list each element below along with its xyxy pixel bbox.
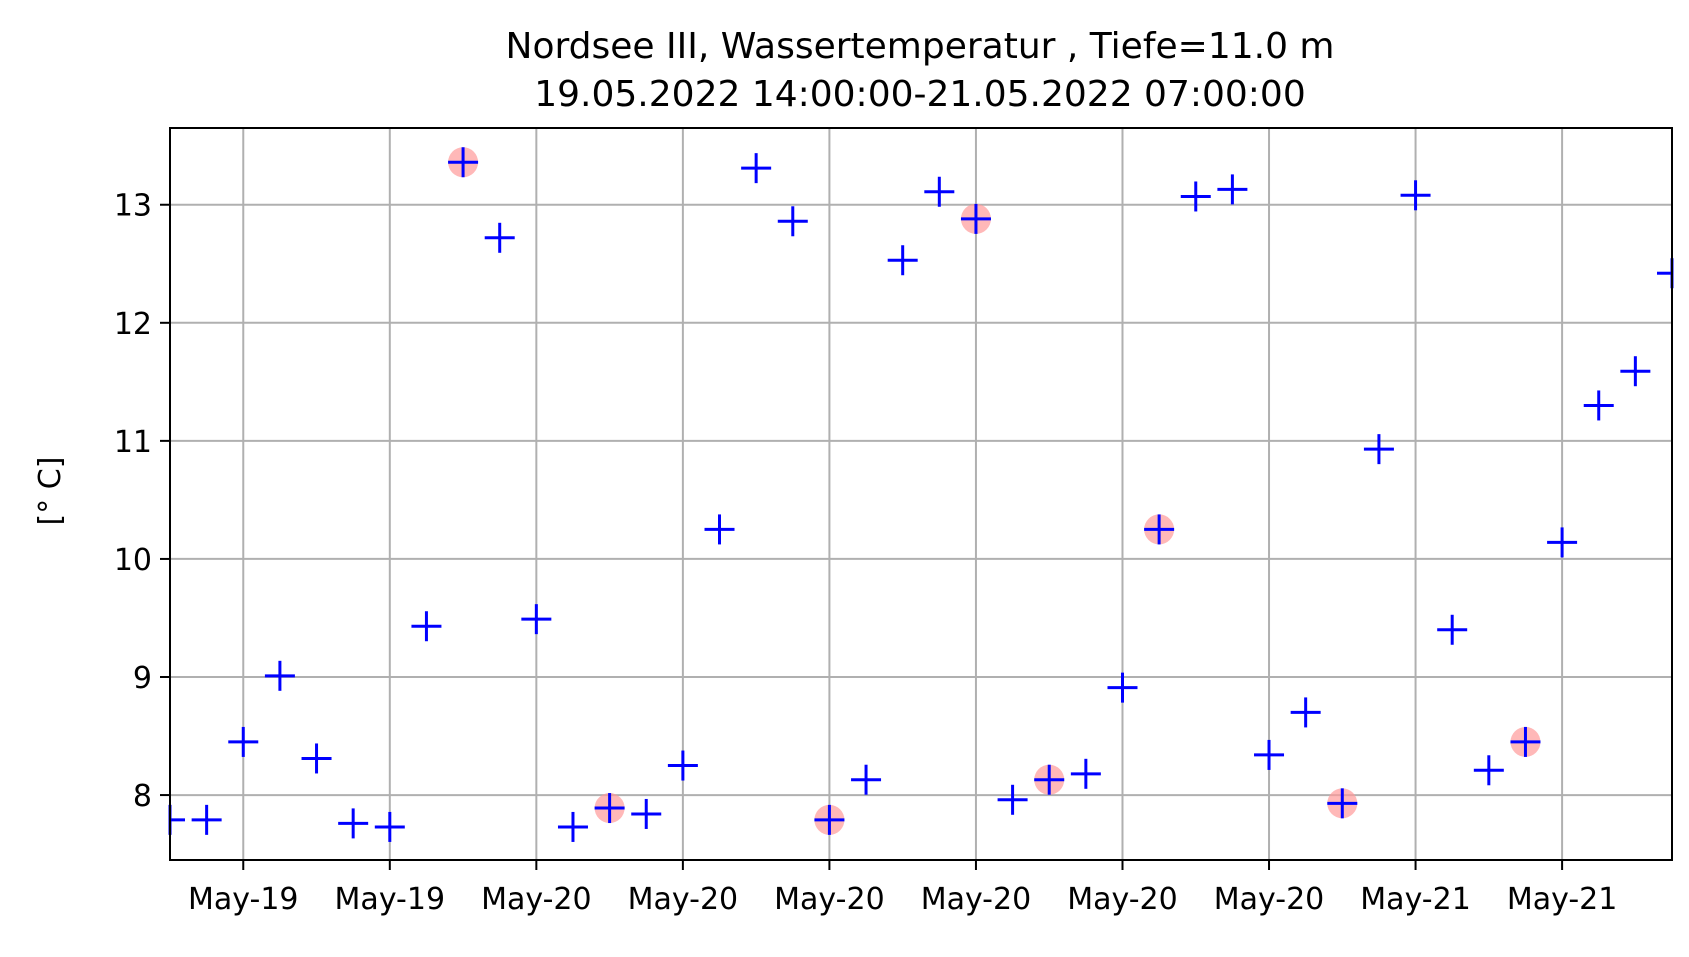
data-point: [924, 176, 955, 207]
data-point: [411, 611, 442, 642]
data-point: [777, 206, 808, 237]
data-point: [338, 808, 369, 839]
data-point: [1400, 180, 1431, 211]
data-point: [1583, 390, 1614, 421]
x-tick-label: May-20: [1067, 882, 1178, 917]
y-tick-label: 11: [114, 425, 152, 460]
x-tick-label: May-19: [188, 882, 299, 917]
data-point: [1657, 258, 1674, 289]
data-point: [1180, 181, 1211, 212]
data-point: [1034, 764, 1065, 795]
data-point: [1510, 726, 1541, 757]
data-point: [741, 153, 772, 184]
data-point: [168, 804, 185, 835]
data-point: [191, 804, 222, 835]
data-point: [484, 222, 515, 253]
grid: [170, 128, 1672, 860]
x-tick-label: May-20: [921, 882, 1032, 917]
axis-ticks: 8 9 10 11 12 13 May-19 May-19 May-20 May-20 May-20…: [114, 189, 1618, 917]
data-point: [667, 750, 698, 781]
data-point: [814, 804, 845, 835]
data-point: [887, 245, 918, 276]
data-point: [1437, 614, 1468, 645]
plot-frame: [169, 127, 1673, 861]
x-tick-label: May-20: [628, 882, 739, 917]
data-point: [1254, 739, 1285, 770]
data-point: [594, 793, 625, 824]
chart-title: Nordsee III, Wassertemperatur , Tiefe=11…: [506, 26, 1335, 67]
x-tick-label: May-19: [335, 882, 446, 917]
data-point: [228, 726, 259, 757]
x-tick-label: May-20: [1214, 882, 1325, 917]
data-point: [557, 811, 588, 842]
data-point: [521, 604, 552, 635]
data-point: [851, 764, 882, 795]
data-point: [1620, 356, 1651, 387]
data-point: [1144, 514, 1175, 545]
x-tick-label: May-21: [1507, 882, 1618, 917]
data-point: [1327, 788, 1358, 819]
data-point: [1547, 527, 1578, 558]
data-point: [1363, 434, 1394, 465]
data-point: [1107, 672, 1138, 703]
x-tick-label: May-20: [774, 882, 885, 917]
x-tick-label: May-20: [481, 882, 592, 917]
highlight-markers: [448, 147, 1541, 835]
data-point: [997, 784, 1028, 815]
y-tick-label: 8: [133, 779, 152, 814]
data-point: [264, 660, 295, 691]
data-point: [704, 514, 735, 545]
data-point: [1290, 697, 1321, 728]
data-point: [1070, 758, 1101, 789]
y-tick-label: 13: [114, 189, 152, 224]
data-point: [301, 743, 332, 774]
chart-subtitle: 19.05.2022 14:00:00-21.05.2022 07:00:00: [534, 74, 1306, 115]
data-point: [1217, 174, 1248, 205]
data-point: [960, 203, 991, 234]
x-tick-label: May-21: [1360, 882, 1471, 917]
y-tick-label: 12: [114, 307, 152, 342]
y-axis-label: [° C]: [33, 457, 68, 526]
y-tick-label: 9: [133, 661, 152, 696]
y-tick-label: 10: [114, 543, 152, 578]
data-point: [374, 811, 405, 842]
data-points: [168, 147, 1674, 842]
data-point: [448, 147, 479, 178]
data-point: [1473, 755, 1504, 786]
data-point: [631, 798, 662, 829]
